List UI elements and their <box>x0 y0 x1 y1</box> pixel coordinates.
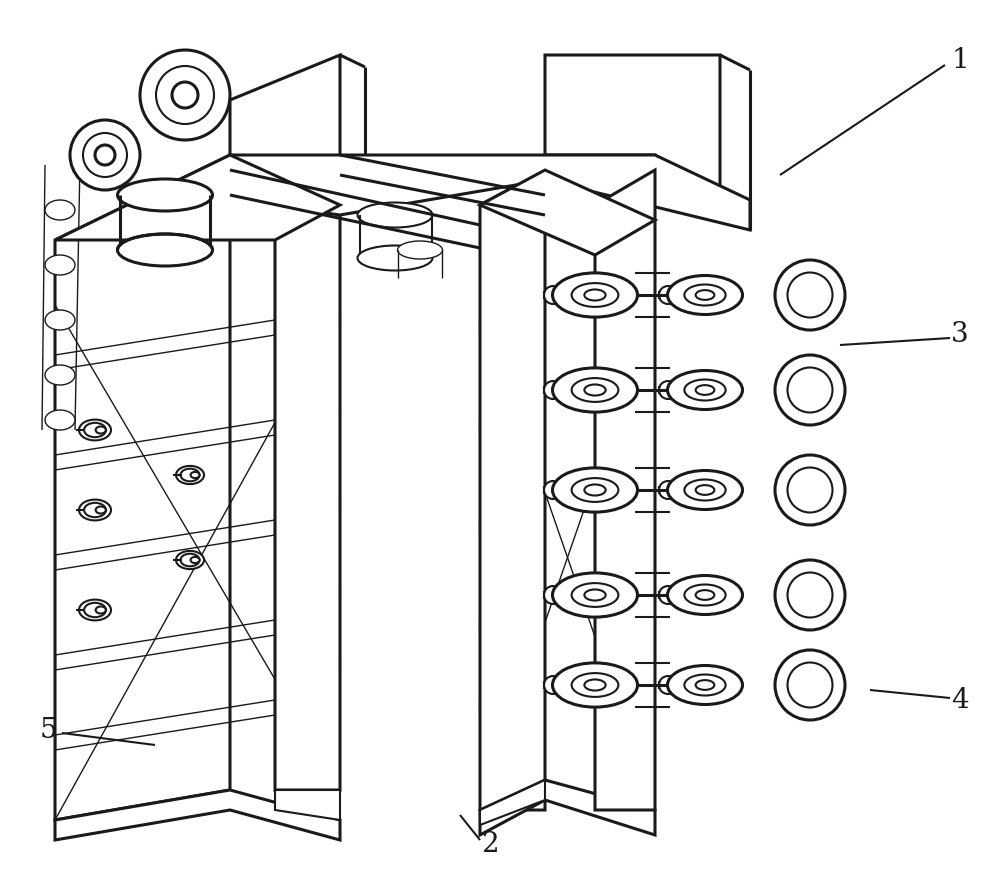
Ellipse shape <box>96 607 106 614</box>
Ellipse shape <box>70 120 140 190</box>
Ellipse shape <box>84 423 106 438</box>
Text: 3: 3 <box>951 322 969 348</box>
Ellipse shape <box>788 367 832 412</box>
Ellipse shape <box>552 468 638 512</box>
Text: 5: 5 <box>39 717 57 744</box>
Ellipse shape <box>191 557 200 563</box>
Ellipse shape <box>659 481 677 499</box>
Text: 4: 4 <box>951 687 969 714</box>
Ellipse shape <box>552 367 638 412</box>
Ellipse shape <box>572 478 618 502</box>
Ellipse shape <box>544 286 562 304</box>
Ellipse shape <box>668 370 742 410</box>
Ellipse shape <box>696 681 714 690</box>
Ellipse shape <box>358 246 432 270</box>
Ellipse shape <box>552 663 638 707</box>
Ellipse shape <box>544 586 562 604</box>
Ellipse shape <box>172 82 198 108</box>
Ellipse shape <box>176 551 204 569</box>
Ellipse shape <box>684 284 726 305</box>
Ellipse shape <box>668 470 742 510</box>
Ellipse shape <box>696 385 714 395</box>
Polygon shape <box>230 155 750 230</box>
Ellipse shape <box>79 500 111 520</box>
Ellipse shape <box>552 273 638 317</box>
Ellipse shape <box>684 380 726 401</box>
Polygon shape <box>55 790 340 840</box>
Ellipse shape <box>788 467 832 512</box>
Ellipse shape <box>584 680 606 690</box>
Polygon shape <box>480 170 545 810</box>
Ellipse shape <box>118 179 212 211</box>
Ellipse shape <box>79 600 111 620</box>
Ellipse shape <box>45 255 75 275</box>
Polygon shape <box>55 155 340 240</box>
Ellipse shape <box>358 203 432 227</box>
Ellipse shape <box>584 384 606 396</box>
Ellipse shape <box>584 289 606 301</box>
Ellipse shape <box>45 410 75 430</box>
Ellipse shape <box>684 674 726 695</box>
Ellipse shape <box>572 674 618 697</box>
Ellipse shape <box>668 575 742 615</box>
Ellipse shape <box>180 468 200 481</box>
Ellipse shape <box>45 200 75 220</box>
Polygon shape <box>595 170 655 810</box>
Polygon shape <box>230 55 340 170</box>
Ellipse shape <box>584 589 606 601</box>
Ellipse shape <box>83 133 127 177</box>
Ellipse shape <box>659 586 677 604</box>
Ellipse shape <box>684 480 726 501</box>
Polygon shape <box>55 155 230 820</box>
Ellipse shape <box>544 676 562 694</box>
Ellipse shape <box>696 590 714 600</box>
Ellipse shape <box>84 602 106 617</box>
Ellipse shape <box>775 455 845 525</box>
Ellipse shape <box>696 485 714 495</box>
Polygon shape <box>480 780 655 835</box>
Polygon shape <box>275 170 340 790</box>
Ellipse shape <box>191 472 200 478</box>
Ellipse shape <box>96 426 106 433</box>
Ellipse shape <box>668 666 742 704</box>
Ellipse shape <box>544 481 562 499</box>
Ellipse shape <box>572 283 618 307</box>
Ellipse shape <box>156 66 214 124</box>
Text: 2: 2 <box>481 831 499 859</box>
Ellipse shape <box>775 650 845 720</box>
Ellipse shape <box>775 560 845 630</box>
Ellipse shape <box>96 507 106 514</box>
Ellipse shape <box>45 310 75 330</box>
Ellipse shape <box>659 381 677 399</box>
Ellipse shape <box>788 573 832 617</box>
Ellipse shape <box>584 484 606 496</box>
Ellipse shape <box>572 583 618 607</box>
Ellipse shape <box>180 553 200 567</box>
Ellipse shape <box>84 503 106 517</box>
Text: 1: 1 <box>951 46 969 74</box>
Ellipse shape <box>668 275 742 315</box>
Ellipse shape <box>775 260 845 330</box>
Polygon shape <box>480 170 655 255</box>
Ellipse shape <box>398 241 442 259</box>
Ellipse shape <box>659 676 677 694</box>
Ellipse shape <box>696 290 714 300</box>
Ellipse shape <box>544 381 562 399</box>
Ellipse shape <box>788 662 832 708</box>
Ellipse shape <box>95 145 115 165</box>
Ellipse shape <box>572 378 618 402</box>
Ellipse shape <box>118 234 212 266</box>
Ellipse shape <box>176 466 204 484</box>
Ellipse shape <box>552 573 638 617</box>
Polygon shape <box>480 780 545 825</box>
Ellipse shape <box>659 286 677 304</box>
Ellipse shape <box>788 273 832 317</box>
Ellipse shape <box>684 584 726 605</box>
Ellipse shape <box>140 50 230 140</box>
Ellipse shape <box>79 419 111 440</box>
Ellipse shape <box>45 365 75 385</box>
Polygon shape <box>545 55 720 210</box>
Ellipse shape <box>775 355 845 425</box>
Polygon shape <box>275 790 340 820</box>
